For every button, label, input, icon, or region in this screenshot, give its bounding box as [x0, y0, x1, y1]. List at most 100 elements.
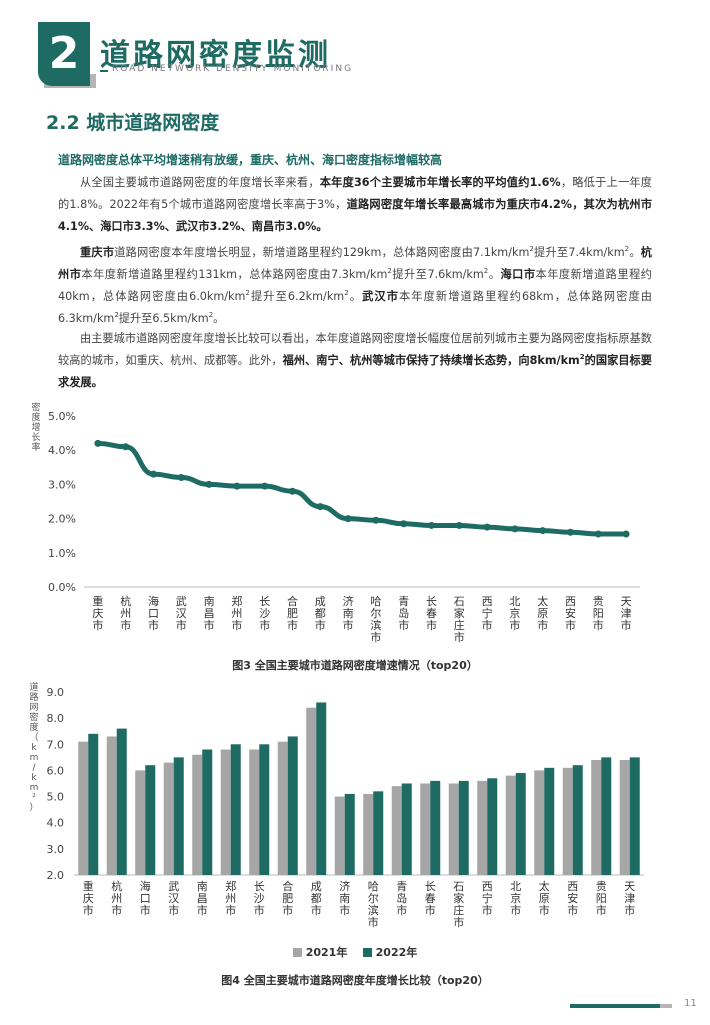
footer-gray-bar: [660, 1004, 672, 1008]
data-point: [483, 523, 491, 531]
data-point: [94, 439, 102, 447]
bar-2022: [629, 757, 640, 875]
data-point: [177, 474, 185, 482]
x-tick-label: 武汉市: [168, 880, 179, 917]
chapter-title: 道路网密度监测: [100, 38, 331, 73]
x-tick-label: 重庆市: [83, 879, 94, 917]
data-point: [622, 530, 630, 538]
x-tick-label: 哈尔滨市: [370, 595, 381, 644]
x-tick-label: 武汉市: [176, 595, 187, 632]
chapter-subtitle: ROAD NETWORK DENSITY MONITORING: [112, 64, 354, 74]
data-point: [400, 520, 408, 528]
bar-2022: [344, 793, 355, 875]
paragraph-1: 从全国主要城市道路网密度的年度增长率来看，本年度36个主要城市年增长率的平均值约…: [58, 176, 653, 233]
x-tick-label: 重庆市: [92, 594, 103, 632]
y-tick-label: 9.0: [47, 686, 65, 699]
x-tick-label: 成都市: [315, 595, 326, 632]
bar-2021: [306, 707, 317, 875]
bar-2021: [391, 786, 402, 875]
bar-2022: [116, 728, 127, 875]
x-tick-label: 青岛市: [398, 595, 409, 632]
x-tick-label: 青岛市: [396, 880, 407, 917]
bar-2022: [88, 733, 99, 875]
footer-accent-bar: [570, 1004, 660, 1008]
bar-2022: [401, 783, 412, 875]
bar-2022: [458, 780, 469, 875]
bar-2021: [505, 775, 516, 875]
x-tick-label: 杭州市: [120, 594, 131, 632]
y-tick-label: 5.0%: [48, 410, 76, 423]
figure-4-caption: 图4 全国主要城市道路网密度年度增长比较（top20）: [221, 974, 489, 987]
legend-label-2022: 2022年: [375, 946, 418, 959]
y-tick-label: 2.0%: [48, 513, 76, 526]
bar-2021: [420, 783, 431, 875]
y-tick-label: 1.0%: [48, 547, 76, 560]
x-tick-label: 济南市: [339, 879, 350, 917]
legend-label-2021: 2021年: [305, 946, 348, 959]
bar-2022: [601, 757, 612, 875]
y-tick-label: 4.0%: [48, 444, 76, 457]
x-tick-label: 贵阳市: [593, 595, 604, 632]
x-tick-label: 长春市: [425, 880, 436, 917]
x-tick-label: 石家庄市: [454, 595, 465, 644]
x-tick-label: 海口市: [148, 594, 159, 632]
data-point: [205, 480, 213, 488]
y-tick-label: 3.0%: [48, 478, 76, 491]
x-tick-label: 西宁市: [482, 880, 493, 917]
x-tick-label: 太原市: [537, 595, 548, 632]
bar-2021: [534, 770, 545, 875]
growth-rate-line: [95, 440, 629, 537]
section-subtitle: 道路网密度总体平均增速稍有放缓，重庆、杭州、海口密度指标增幅较高: [58, 153, 443, 167]
x-tick-label: 天津市: [624, 880, 635, 917]
data-point: [344, 515, 352, 523]
section-title: 2.2 城市道路网密度: [46, 112, 220, 134]
x-tick-label: 西安市: [567, 880, 578, 917]
chapter-number: 2: [48, 28, 80, 79]
bar-2021: [249, 749, 260, 875]
chart-legend: 2021年 2022年: [0, 944, 710, 960]
bar-2021: [192, 754, 203, 875]
bar-2021: [619, 759, 630, 875]
x-tick-label: 长沙市: [259, 595, 270, 632]
data-point: [233, 482, 241, 490]
legend-swatch-2021: [292, 948, 302, 957]
x-tick-label: 南昌市: [204, 595, 215, 632]
x-tick-label: 北京市: [509, 595, 520, 632]
x-tick-label: 北京市: [510, 880, 521, 917]
y-tick-label: 8.0: [47, 712, 65, 725]
page-number: 11: [684, 998, 697, 1009]
x-tick-label: 郑州市: [225, 879, 236, 917]
x-tick-label: 郑州市: [231, 594, 242, 632]
y-axis-title: 道路网密度（ k m / k m ²）: [29, 681, 38, 813]
data-point: [150, 470, 157, 478]
data-point: [316, 503, 324, 511]
data-point: [372, 516, 380, 524]
bar-2022: [259, 744, 270, 875]
x-tick-label: 太原市: [539, 880, 550, 917]
x-tick-label: 长春市: [426, 595, 437, 632]
x-tick-label: 成都市: [311, 880, 322, 917]
y-tick-label: 0.0%: [48, 581, 76, 594]
legend-swatch-2022: [362, 948, 372, 957]
x-tick-label: 杭州市: [111, 879, 122, 917]
bar-2022: [373, 791, 384, 875]
chapter-badge: [38, 22, 90, 86]
bar-2022: [430, 780, 441, 875]
y-tick-label: 2.0: [47, 869, 65, 882]
bar-2021: [562, 767, 573, 875]
data-point: [261, 482, 269, 490]
bar-2022: [173, 757, 184, 875]
paragraph-2: 重庆市道路网密度本年度增长明显，新增道路里程约129km，总体路网密度由7.1k…: [58, 245, 652, 326]
bar-2021: [363, 793, 374, 875]
bar-2022: [487, 778, 498, 875]
density-bar-chart: 2.0 3.0 4.0 5.0 6.0 7.0 8.0 9.0 道路网密度（ k m / k m ² ） 重庆市…: [29, 681, 644, 929]
x-tick-label: 天津市: [621, 595, 632, 632]
chapter-subtitle-rule: [100, 70, 108, 72]
y-tick-label: 3.0: [47, 843, 65, 856]
x-tick-label: 西安市: [565, 595, 576, 632]
data-point: [428, 521, 435, 529]
bar-2022: [515, 773, 526, 875]
bar-2021: [277, 741, 288, 875]
bar-2021: [448, 783, 459, 875]
bar-2022: [145, 765, 156, 875]
